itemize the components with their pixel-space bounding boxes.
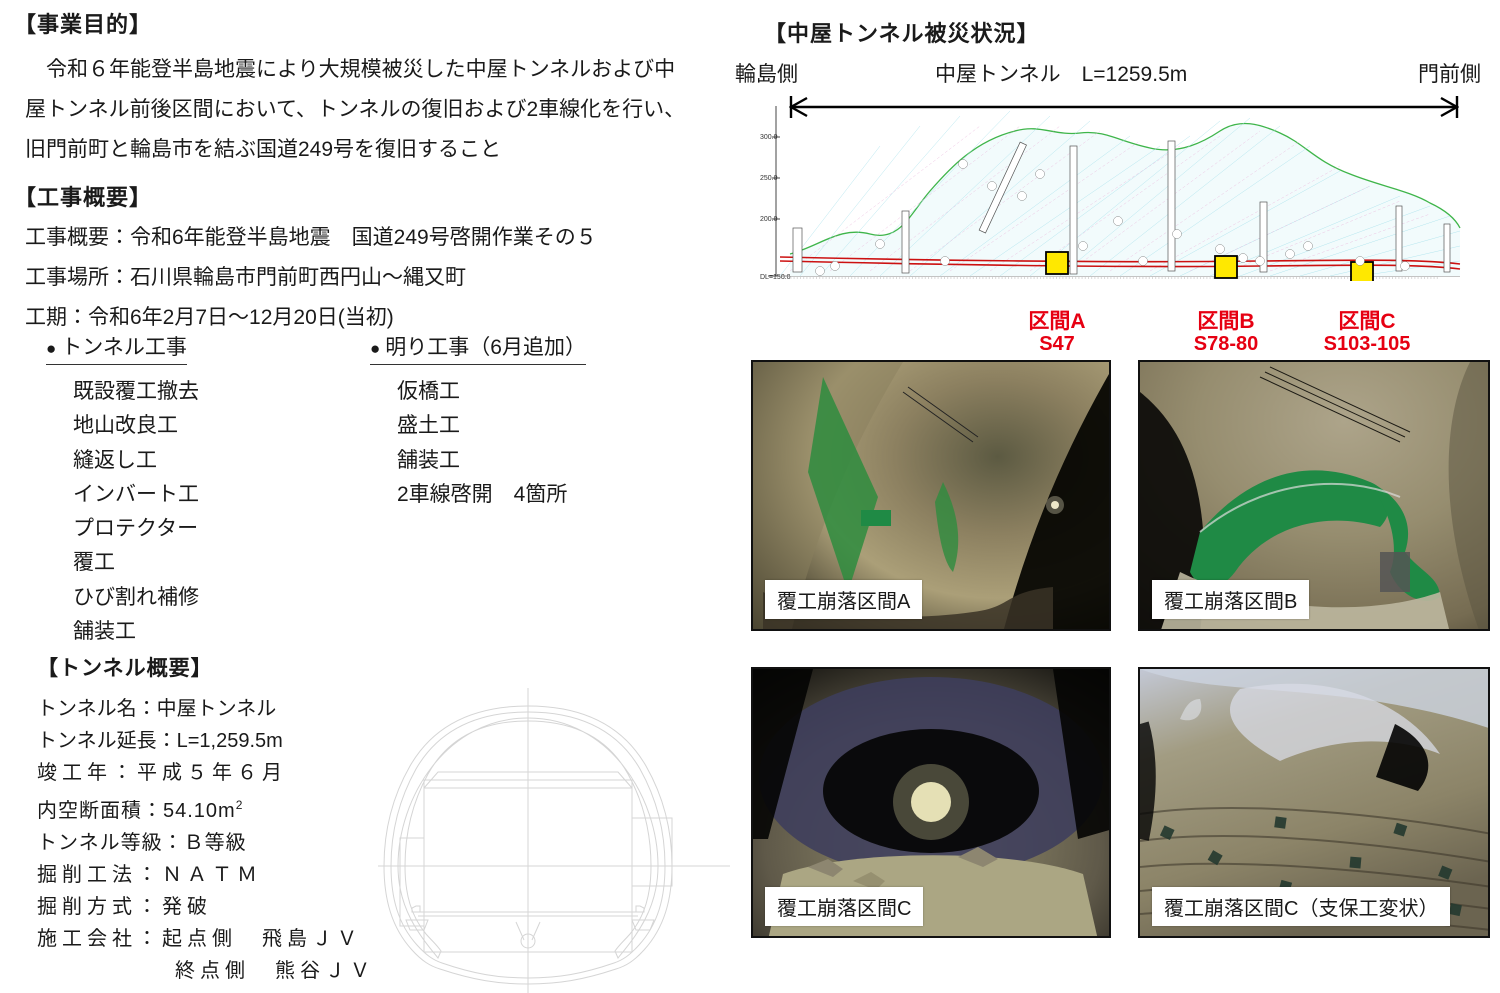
svg-text:250.0: 250.0 <box>760 175 778 182</box>
svg-text:200.0: 200.0 <box>760 216 778 223</box>
svg-text:DL=150.0: DL=150.0 <box>760 274 791 281</box>
svg-text:300.0: 300.0 <box>760 134 778 141</box>
